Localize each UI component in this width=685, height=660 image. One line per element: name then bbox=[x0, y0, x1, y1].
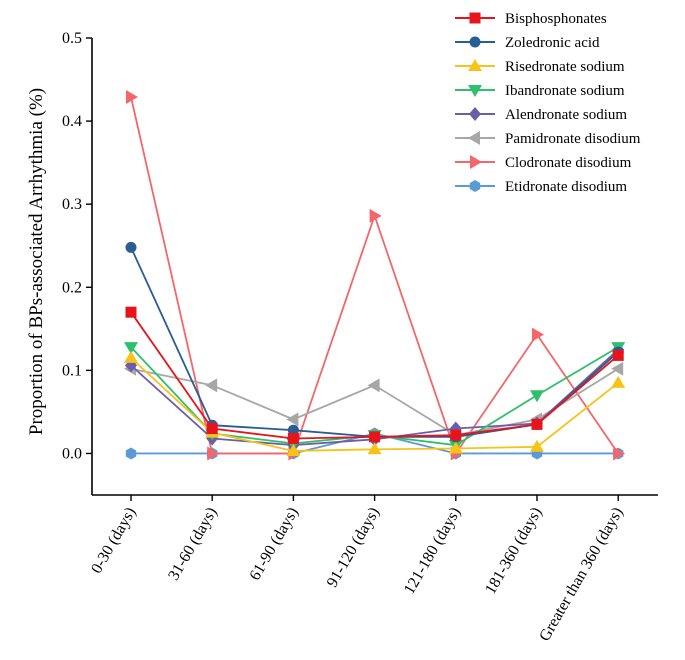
data-point bbox=[448, 441, 463, 454]
legend-item: Alendronate sodium bbox=[455, 107, 627, 123]
x-tick-label: 0-30 (days) bbox=[88, 505, 139, 577]
legend-marker bbox=[470, 155, 482, 169]
x-tick-label: 121-180 (days) bbox=[401, 505, 464, 598]
data-point bbox=[287, 432, 299, 444]
x-tick-label: Greater than 360 (days) bbox=[536, 505, 626, 645]
x-tick-label: 61-90 (days) bbox=[246, 505, 301, 584]
data-point bbox=[531, 418, 543, 430]
y-tick-label: 0.1 bbox=[62, 362, 82, 379]
y-axis-label: Proportion of BPs-associated Arrhythmia … bbox=[26, 88, 47, 435]
y-tick-label: 0.5 bbox=[62, 30, 82, 47]
legend-marker bbox=[469, 107, 481, 121]
data-point bbox=[125, 306, 137, 318]
y-tick-label: 0.3 bbox=[62, 196, 82, 213]
legend-marker bbox=[469, 12, 481, 24]
legend-label: Alendronate sodium bbox=[505, 107, 627, 123]
data-point bbox=[450, 429, 462, 441]
data-point bbox=[611, 375, 626, 388]
legend-item: Clodronate disodium bbox=[455, 155, 632, 171]
data-point bbox=[532, 327, 544, 342]
series-bisphosphonates bbox=[125, 306, 624, 444]
data-point bbox=[207, 446, 220, 461]
data-point bbox=[530, 390, 544, 403]
data-point bbox=[369, 208, 382, 223]
legend-marker bbox=[469, 180, 481, 192]
data-point bbox=[206, 423, 218, 435]
legend-label: Etidronate disodium bbox=[505, 179, 627, 195]
legend: Bisphosphonates Zoledronic acid Risedronat… bbox=[455, 11, 641, 195]
data-point bbox=[287, 424, 299, 436]
y-tick-label: 0.0 bbox=[62, 445, 82, 462]
data-point bbox=[530, 439, 544, 452]
x-tick-label: 181-360 (days) bbox=[482, 505, 545, 598]
legend-label: Clodronate disodium bbox=[505, 155, 632, 171]
data-point bbox=[367, 442, 382, 455]
data-point bbox=[125, 241, 137, 253]
legend-label: Pamidronate disodium bbox=[505, 131, 641, 147]
legend-label: Bisphosphonates bbox=[505, 11, 607, 27]
x-tick-label: 91-120 (days) bbox=[324, 505, 383, 591]
data-point bbox=[613, 446, 626, 461]
legend-label: Risedronate sodium bbox=[505, 59, 625, 75]
legend-marker bbox=[468, 131, 480, 145]
data-point bbox=[367, 378, 380, 393]
data-point bbox=[286, 443, 301, 456]
data-point bbox=[126, 89, 138, 104]
legend-label: Zoledronic acid bbox=[505, 35, 600, 51]
legend-label: Ibandronate sodium bbox=[505, 83, 625, 99]
y-tick-label: 0.2 bbox=[62, 279, 82, 296]
data-point bbox=[286, 412, 299, 427]
legend-marker bbox=[468, 85, 482, 97]
data-point bbox=[125, 447, 137, 460]
data-point bbox=[611, 361, 624, 376]
legend-item: Etidronate disodium bbox=[455, 179, 627, 195]
x-tick-label: 31-60 (days) bbox=[165, 505, 220, 584]
data-point bbox=[124, 350, 138, 363]
legend-item: Risedronate sodium bbox=[455, 59, 625, 75]
legend-marker bbox=[468, 59, 482, 71]
legend-item: Pamidronate disodium bbox=[455, 131, 641, 147]
legend-item: Bisphosphonates bbox=[455, 11, 607, 27]
y-tick-label: 0.4 bbox=[62, 113, 82, 130]
legend-marker bbox=[469, 36, 481, 48]
series-group bbox=[124, 89, 626, 461]
data-point bbox=[205, 378, 218, 393]
data-point bbox=[124, 342, 138, 355]
data-point bbox=[612, 349, 624, 361]
data-point bbox=[369, 431, 381, 443]
legend-item: Ibandronate sodium bbox=[455, 83, 625, 99]
series-line bbox=[130, 247, 619, 438]
legend-item: Zoledronic acid bbox=[455, 35, 600, 51]
series-line bbox=[130, 96, 619, 456]
